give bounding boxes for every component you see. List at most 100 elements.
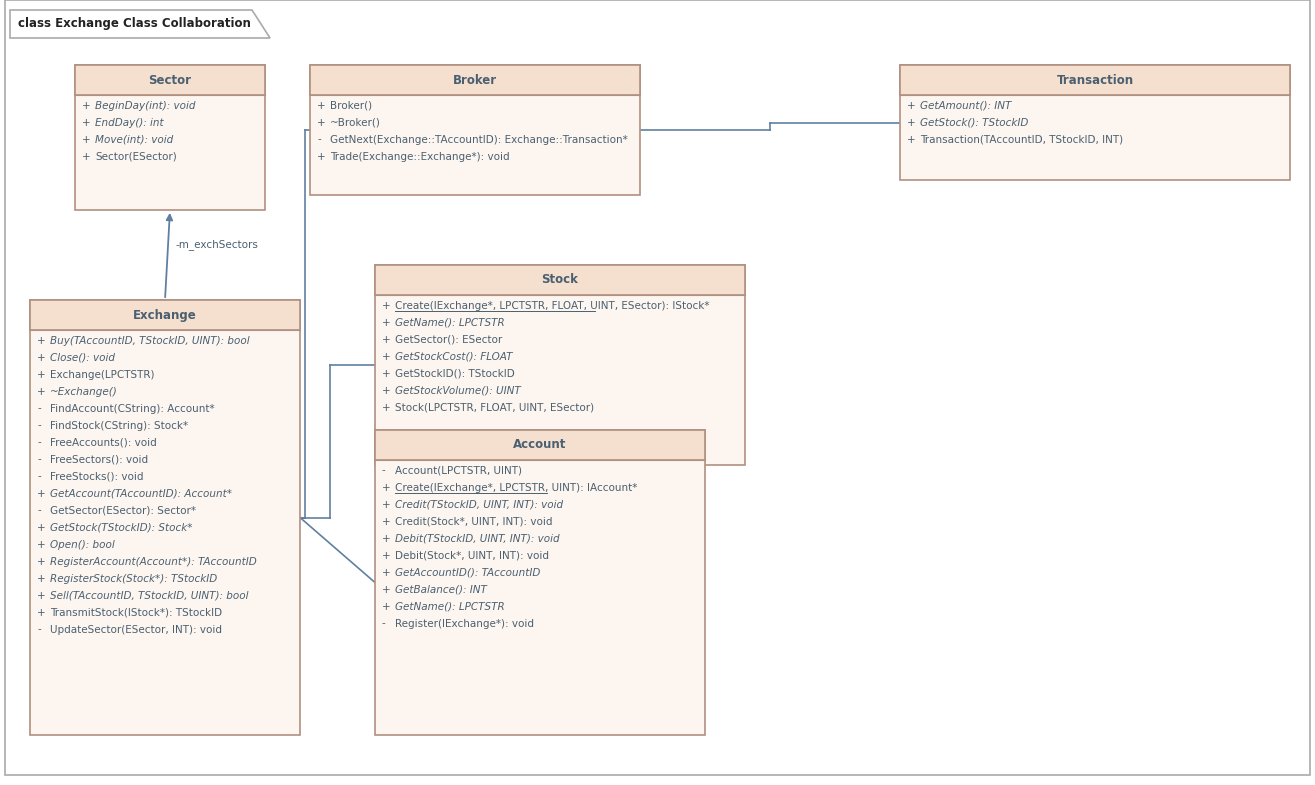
Text: +: + bbox=[82, 134, 91, 144]
Text: GetStockID(): TStockID: GetStockID(): TStockID bbox=[394, 368, 514, 378]
Text: Create(IExchange*, LPCTSTR, FLOAT, UINT, ESector): IStock*: Create(IExchange*, LPCTSTR, FLOAT, UINT,… bbox=[394, 301, 710, 311]
Bar bbox=[375, 265, 746, 295]
Text: +: + bbox=[82, 100, 91, 111]
Bar bbox=[30, 300, 300, 735]
Text: -: - bbox=[37, 506, 41, 516]
Text: FreeAccounts(): void: FreeAccounts(): void bbox=[50, 437, 156, 447]
Text: Broker(): Broker() bbox=[330, 100, 372, 111]
Text: GetAmount(): INT: GetAmount(): INT bbox=[920, 100, 1011, 111]
Text: FreeSectors(): void: FreeSectors(): void bbox=[50, 455, 149, 465]
Text: +: + bbox=[381, 499, 391, 509]
Text: +: + bbox=[37, 590, 46, 601]
Text: Credit(Stock*, UINT, INT): void: Credit(Stock*, UINT, INT): void bbox=[394, 517, 552, 527]
Text: Debit(Stock*, UINT, INT): void: Debit(Stock*, UINT, INT): void bbox=[394, 550, 548, 560]
Text: FreeStocks(): void: FreeStocks(): void bbox=[50, 472, 143, 481]
Text: GetBalance(): INT: GetBalance(): INT bbox=[394, 585, 487, 594]
Text: RegisterStock(Stock*): TStockID: RegisterStock(Stock*): TStockID bbox=[50, 574, 217, 583]
Text: Exchange(LPCTSTR): Exchange(LPCTSTR) bbox=[50, 370, 154, 379]
Text: ~Broker(): ~Broker() bbox=[330, 118, 381, 127]
Text: GetNext(Exchange::TAccountID): Exchange::Transaction*: GetNext(Exchange::TAccountID): Exchange:… bbox=[330, 134, 627, 144]
Polygon shape bbox=[11, 10, 270, 38]
Text: GetSector(ESector): Sector*: GetSector(ESector): Sector* bbox=[50, 506, 196, 516]
Text: +: + bbox=[907, 118, 915, 127]
Text: Create(IExchange*, LPCTSTR, UINT): IAccount*: Create(IExchange*, LPCTSTR, UINT): IAcco… bbox=[394, 483, 638, 492]
Text: Debit(TStockID, UINT, INT): void: Debit(TStockID, UINT, INT): void bbox=[394, 534, 560, 543]
Text: +: + bbox=[37, 539, 46, 550]
Text: Buy(TAccountID, TStockID, UINT): bool: Buy(TAccountID, TStockID, UINT): bool bbox=[50, 335, 250, 345]
Text: +: + bbox=[37, 335, 46, 345]
Bar bbox=[75, 65, 266, 95]
Bar bbox=[310, 65, 640, 95]
Text: GetName(): LPCTSTR: GetName(): LPCTSTR bbox=[394, 601, 505, 612]
Text: GetSector(): ESector: GetSector(): ESector bbox=[394, 334, 502, 345]
Bar bbox=[375, 430, 705, 735]
Text: Move(int): void: Move(int): void bbox=[95, 134, 174, 144]
Text: Sell(TAccountID, TStockID, UINT): bool: Sell(TAccountID, TStockID, UINT): bool bbox=[50, 590, 249, 601]
Text: +: + bbox=[907, 100, 915, 111]
Text: +: + bbox=[37, 557, 46, 567]
Text: +: + bbox=[37, 608, 46, 618]
Text: UpdateSector(ESector, INT): void: UpdateSector(ESector, INT): void bbox=[50, 625, 222, 634]
Text: class Exchange Class Collaboration: class Exchange Class Collaboration bbox=[18, 17, 251, 31]
Text: +: + bbox=[37, 523, 46, 532]
Bar bbox=[375, 265, 746, 465]
Text: +: + bbox=[381, 517, 391, 527]
Text: Transaction(TAccountID, TStockID, INT): Transaction(TAccountID, TStockID, INT) bbox=[920, 134, 1123, 144]
Text: GetAccount(TAccountID): Account*: GetAccount(TAccountID): Account* bbox=[50, 488, 231, 498]
Text: -: - bbox=[381, 619, 385, 629]
Text: +: + bbox=[37, 352, 46, 363]
Text: Sector: Sector bbox=[149, 74, 192, 86]
Text: -: - bbox=[37, 455, 41, 465]
Text: +: + bbox=[37, 370, 46, 379]
Text: Stock(LPCTSTR, FLOAT, UINT, ESector): Stock(LPCTSTR, FLOAT, UINT, ESector) bbox=[394, 403, 594, 413]
Text: +: + bbox=[381, 601, 391, 612]
Text: +: + bbox=[381, 534, 391, 543]
Text: +: + bbox=[381, 385, 391, 396]
Text: -: - bbox=[37, 421, 41, 430]
Text: GetStockVolume(): UINT: GetStockVolume(): UINT bbox=[394, 385, 521, 396]
Text: Credit(TStockID, UINT, INT): void: Credit(TStockID, UINT, INT): void bbox=[394, 499, 563, 509]
Text: -: - bbox=[37, 437, 41, 447]
Text: +: + bbox=[381, 550, 391, 560]
Text: +: + bbox=[381, 403, 391, 413]
Text: Close(): void: Close(): void bbox=[50, 352, 114, 363]
Bar bbox=[375, 430, 705, 460]
Text: Account: Account bbox=[513, 439, 567, 451]
Text: +: + bbox=[381, 483, 391, 492]
Bar bbox=[310, 65, 640, 195]
Text: Trade(Exchange::Exchange*): void: Trade(Exchange::Exchange*): void bbox=[330, 152, 510, 162]
Text: -: - bbox=[317, 134, 321, 144]
Text: Register(IExchange*): void: Register(IExchange*): void bbox=[394, 619, 534, 629]
Text: +: + bbox=[317, 118, 326, 127]
Text: GetStock(): TStockID: GetStock(): TStockID bbox=[920, 118, 1028, 127]
Text: Exchange: Exchange bbox=[133, 309, 197, 322]
Text: -: - bbox=[37, 472, 41, 481]
Text: BeginDay(int): void: BeginDay(int): void bbox=[95, 100, 196, 111]
Text: +: + bbox=[317, 100, 326, 111]
Text: +: + bbox=[381, 334, 391, 345]
Text: +: + bbox=[907, 134, 915, 144]
Bar bbox=[899, 65, 1290, 180]
Text: +: + bbox=[37, 574, 46, 583]
Text: +: + bbox=[317, 152, 326, 162]
Text: +: + bbox=[37, 488, 46, 498]
Text: +: + bbox=[82, 118, 91, 127]
Text: TransmitStock(IStock*): TStockID: TransmitStock(IStock*): TStockID bbox=[50, 608, 222, 618]
Text: +: + bbox=[82, 152, 91, 162]
Text: GetAccountID(): TAccountID: GetAccountID(): TAccountID bbox=[394, 568, 540, 578]
Text: -: - bbox=[381, 466, 385, 476]
Text: +: + bbox=[381, 568, 391, 578]
Text: ~Exchange(): ~Exchange() bbox=[50, 386, 118, 396]
Text: +: + bbox=[381, 318, 391, 327]
Bar bbox=[75, 65, 266, 210]
Text: GetName(): LPCTSTR: GetName(): LPCTSTR bbox=[394, 318, 505, 327]
Text: GetStockCost(): FLOAT: GetStockCost(): FLOAT bbox=[394, 352, 513, 362]
Text: -: - bbox=[37, 403, 41, 414]
Text: Broker: Broker bbox=[452, 74, 497, 86]
Bar bbox=[899, 65, 1290, 95]
Text: -m_exchSectors: -m_exchSectors bbox=[175, 239, 258, 250]
Text: +: + bbox=[381, 301, 391, 311]
Bar bbox=[30, 300, 300, 330]
Text: RegisterAccount(Account*): TAccountID: RegisterAccount(Account*): TAccountID bbox=[50, 557, 256, 567]
Text: FindAccount(CString): Account*: FindAccount(CString): Account* bbox=[50, 403, 214, 414]
